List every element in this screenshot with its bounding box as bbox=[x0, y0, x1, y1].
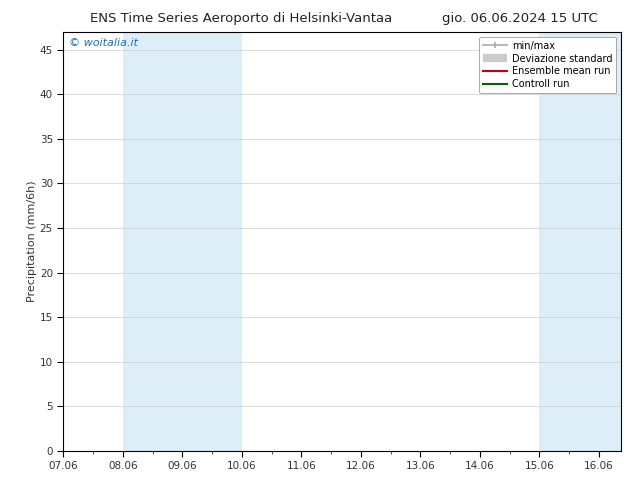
Text: ENS Time Series Aeroporto di Helsinki-Vantaa: ENS Time Series Aeroporto di Helsinki-Va… bbox=[90, 12, 392, 25]
Bar bbox=[123, 32, 242, 451]
Y-axis label: Precipitation (mm/6h): Precipitation (mm/6h) bbox=[27, 180, 37, 302]
Bar bbox=[540, 32, 621, 451]
Text: © woitalia.it: © woitalia.it bbox=[69, 38, 138, 48]
Text: gio. 06.06.2024 15 UTC: gio. 06.06.2024 15 UTC bbox=[442, 12, 598, 25]
Legend: min/max, Deviazione standard, Ensemble mean run, Controll run: min/max, Deviazione standard, Ensemble m… bbox=[479, 37, 616, 93]
